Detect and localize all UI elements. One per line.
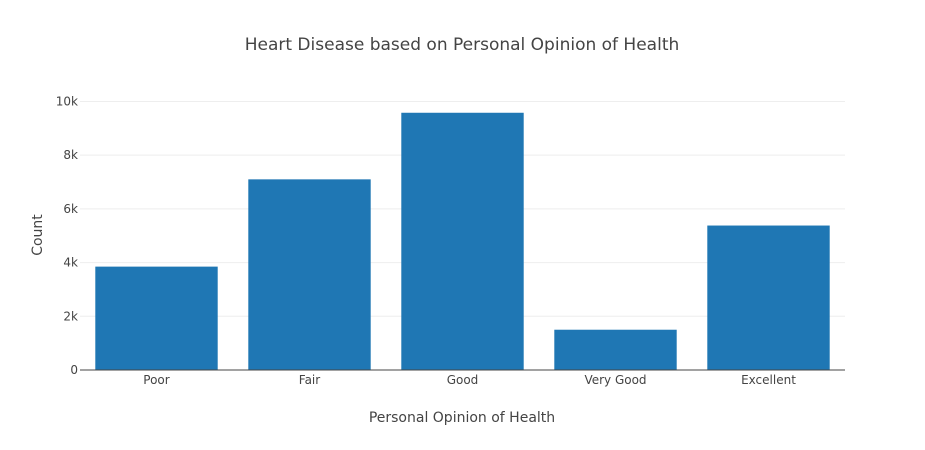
x-tick-label: Good	[447, 373, 479, 387]
bar-good[interactable]	[401, 112, 524, 370]
y-tick-label: 6k	[63, 202, 78, 216]
y-tick-label: 0	[70, 363, 78, 377]
x-tick-label: Excellent	[741, 373, 796, 387]
bar-poor[interactable]	[95, 266, 218, 370]
x-tick-label: Fair	[299, 373, 320, 387]
y-tick-label: 4k	[63, 256, 78, 270]
y-tick-label: 10k	[56, 94, 78, 108]
x-axis-title: Personal Opinion of Health	[369, 410, 555, 426]
bars	[95, 112, 830, 370]
bar-fair[interactable]	[248, 179, 371, 370]
x-tick-label: Poor	[143, 373, 169, 387]
y-tick-labels: 0 2k 4k 6k 8k 10k	[56, 94, 78, 377]
bar-very-good[interactable]	[554, 329, 677, 370]
chart-title: Heart Disease based on Personal Opinion …	[245, 35, 680, 55]
x-tick-label: Very Good	[584, 373, 646, 387]
x-tick-labels: Poor Fair Good Very Good Excellent	[143, 373, 796, 387]
bar-excellent[interactable]	[707, 225, 830, 370]
y-axis-title: Count	[30, 214, 46, 256]
y-tick-label: 2k	[63, 309, 78, 323]
y-tick-label: 8k	[63, 148, 78, 162]
